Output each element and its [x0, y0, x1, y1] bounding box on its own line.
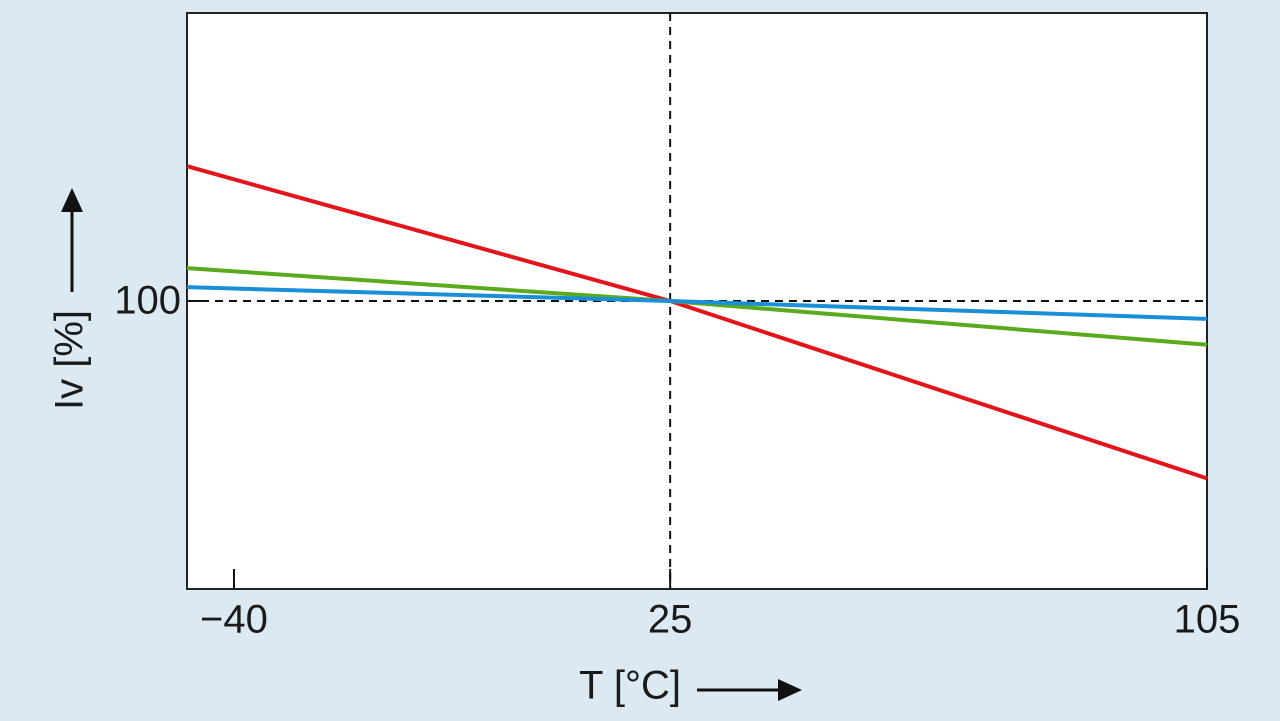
x-axis-label: T [°C] [579, 664, 681, 708]
x-tick-label: −40 [200, 598, 268, 642]
x-tick-label: 105 [1174, 598, 1241, 642]
y-axis-label: Iv [%] [48, 310, 92, 410]
y-arrow [61, 188, 83, 292]
x-tick-label: 25 [648, 598, 693, 642]
y-tick-label: 100 [114, 279, 181, 323]
series-line [186, 285, 1208, 321]
x-arrow [697, 679, 802, 701]
